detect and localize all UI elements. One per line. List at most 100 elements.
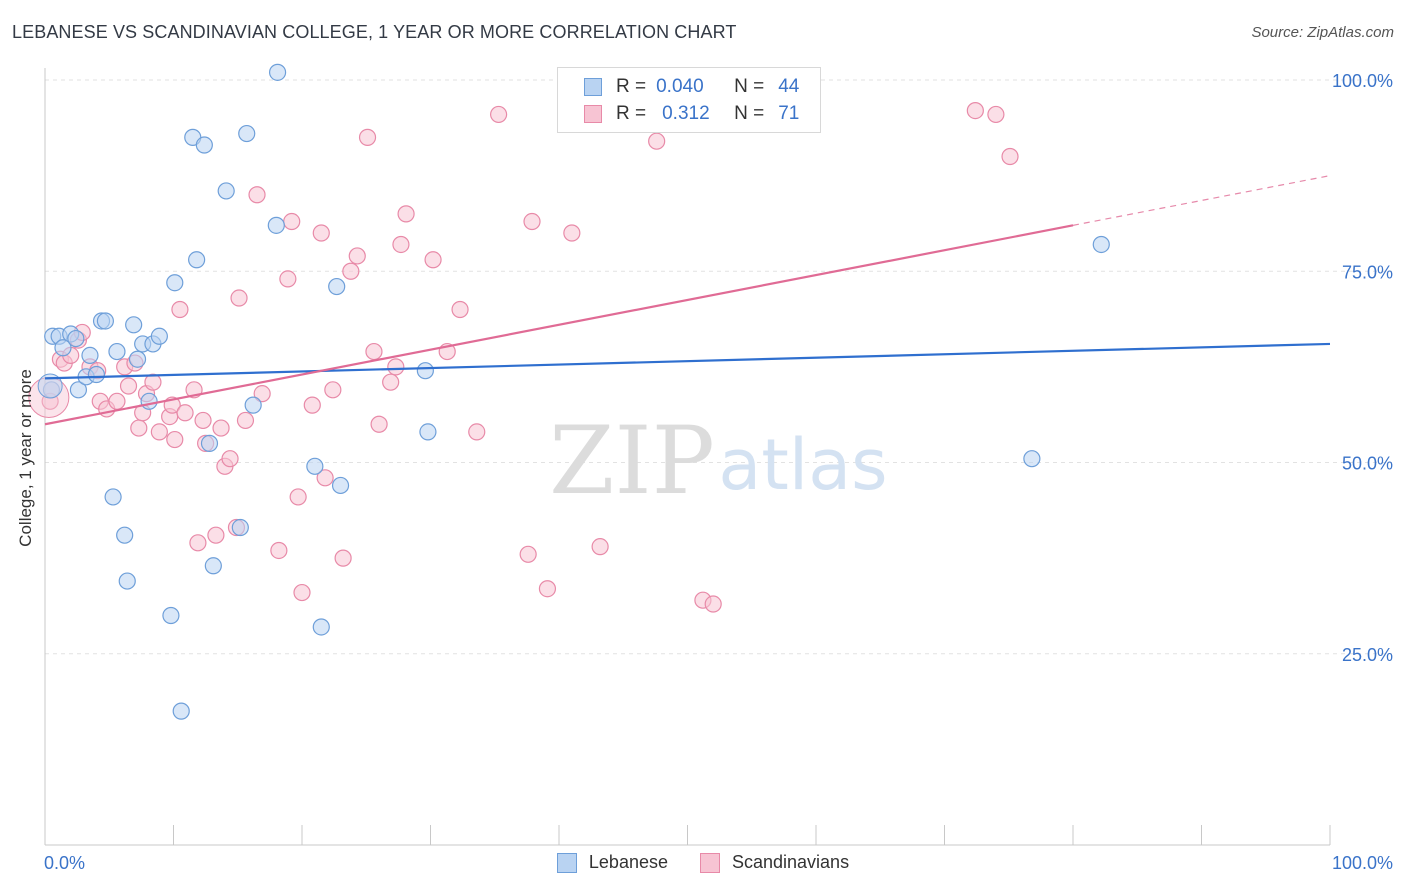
scandinavians-point — [253, 385, 271, 403]
scandinavians-point — [248, 186, 266, 204]
scandinavians-point — [324, 381, 342, 399]
legend-n-value: 44 — [778, 76, 800, 97]
lebanese-point — [416, 362, 434, 380]
correlation-legend: R = 0.040 N = 44 R = 0.312 N = 71 — [557, 67, 821, 133]
scandinavians-point — [289, 488, 307, 506]
scandinavians-point — [130, 419, 148, 437]
scandinavians-label: Scandinavians — [731, 852, 850, 872]
lebanese-label: Lebanese — [588, 852, 668, 872]
lebanese-point — [140, 392, 158, 410]
lebanese-point — [231, 518, 249, 537]
lebanese-point — [54, 339, 72, 357]
lebanese-point — [1092, 235, 1110, 254]
scandinavians-point — [987, 105, 1005, 124]
scandinavians-point — [451, 300, 469, 319]
lebanese-swatch — [556, 852, 577, 873]
scandinavians-trend-extension — [1072, 175, 1331, 226]
scandinavians-point — [221, 450, 239, 468]
scandinavians-point — [370, 415, 388, 433]
scandinavians-point — [387, 358, 405, 376]
lebanese-point — [419, 423, 437, 441]
scandinavians-point — [358, 128, 377, 146]
scandinavians-point — [270, 541, 288, 560]
lebanese-point — [125, 316, 143, 334]
legend-r-value: 0.312 — [662, 103, 710, 124]
legend-row-scandinavians: R = 0.312 N = 71 — [584, 102, 799, 126]
y-tick-label: 100.0% — [1332, 71, 1393, 91]
scandinavians-point — [293, 583, 311, 602]
lebanese-point — [238, 124, 256, 143]
lebanese-point — [188, 251, 206, 269]
series-legend: Lebanese Scandinavians — [0, 852, 1406, 873]
lebanese-point — [67, 329, 85, 348]
y-tick-label: 25.0% — [1342, 645, 1393, 665]
scandinavians-point — [279, 270, 297, 288]
scandinavians-point — [704, 595, 722, 613]
legend-r-label: R = — [616, 103, 647, 124]
lebanese-point — [244, 396, 262, 414]
lebanese-point — [118, 572, 136, 590]
lebanese-point — [69, 381, 88, 399]
scandinavians-point — [1001, 147, 1019, 166]
lebanese-point — [331, 476, 350, 495]
tick-labels: 25.0% 50.0% 75.0% 100.0% 0.0% 100.0% — [44, 71, 1393, 873]
lebanese-point — [81, 346, 99, 364]
lebanese-point — [195, 136, 213, 154]
lebanese-point — [217, 182, 235, 200]
legend-n-label: N = — [734, 103, 765, 124]
lebanese-point — [328, 277, 346, 296]
legend-n-value: 71 — [778, 103, 800, 124]
grid-lines — [45, 79, 1392, 655]
scandinavians-point — [303, 396, 321, 414]
lebanese-point — [1023, 450, 1041, 468]
scandinavians-point — [382, 373, 400, 391]
scandinavians-point — [119, 377, 138, 395]
y-tick-label: 75.0% — [1342, 262, 1393, 282]
legend-swatch-lebanese — [584, 78, 602, 96]
scandinavians-point — [230, 289, 248, 307]
lebanese-trend-line — [44, 342, 1331, 380]
lebanese-point — [96, 312, 114, 330]
scandinavians-swatch — [699, 852, 720, 873]
y-axis-label: College, 1 year or more — [16, 369, 35, 547]
watermark-zip: ZIP — [549, 407, 715, 516]
x-tick-label: 0.0% — [44, 853, 85, 873]
axes — [44, 68, 1331, 846]
scandinavians-point — [171, 300, 189, 319]
lebanese-point — [104, 488, 122, 506]
lebanese-point — [267, 216, 285, 234]
scandinavians-point — [490, 105, 508, 124]
scandinavians-point — [312, 224, 330, 242]
scandinavians-point — [166, 430, 184, 449]
scandinavians-point — [334, 549, 352, 567]
scandinavians-point — [108, 392, 126, 410]
scandinavians-point — [176, 404, 194, 422]
data-points — [28, 63, 1110, 720]
legend-item-lebanese[interactable]: Lebanese — [556, 852, 668, 873]
watermark-atlas: atlas — [718, 424, 887, 506]
lebanese-point — [172, 702, 190, 720]
lebanese-point — [312, 618, 330, 636]
lebanese-point — [108, 342, 126, 361]
lebanese-point — [116, 526, 134, 544]
scandinavians-point — [648, 132, 666, 150]
scandinavians-point — [194, 411, 212, 430]
scandinavians-point — [189, 534, 207, 552]
legend-row-lebanese: R = 0.040 N = 44 — [584, 75, 799, 99]
scandinavians-point — [397, 205, 415, 223]
lebanese-point — [200, 434, 219, 452]
legend-r-value: 0.040 — [656, 76, 704, 97]
y-tick-label: 50.0% — [1342, 454, 1393, 474]
lebanese-point — [306, 457, 324, 475]
lebanese-point — [204, 557, 222, 575]
scandinavians-point — [538, 580, 557, 598]
scandinavians-point — [144, 373, 162, 391]
scandinavians-point — [392, 235, 410, 254]
legend-n-label: N = — [734, 76, 765, 97]
legend-item-scandinavians[interactable]: Scandinavians — [699, 852, 850, 873]
scandinavians-point — [468, 423, 486, 441]
scandinavians-point — [342, 262, 360, 280]
chart-title: LEBANESE VS SCANDINAVIAN COLLEGE, 1 YEAR… — [12, 22, 737, 42]
source-label: Source: ZipAtlas.com — [1251, 24, 1394, 41]
